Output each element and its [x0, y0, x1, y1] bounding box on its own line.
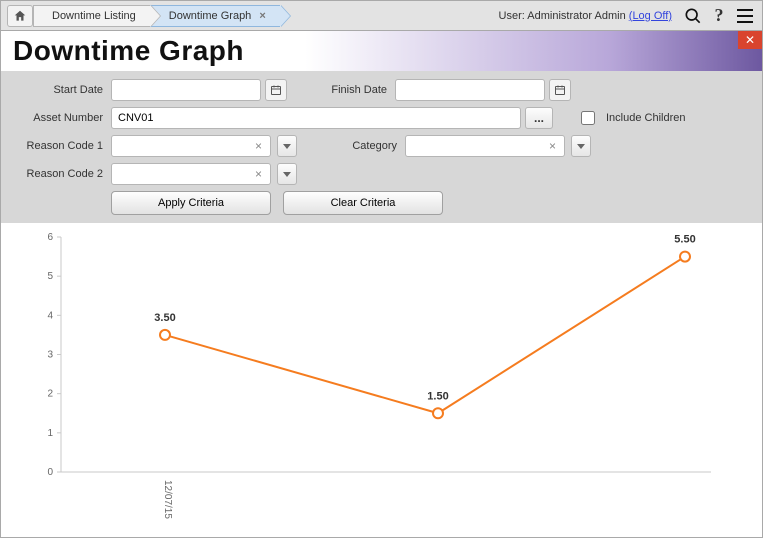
- breadcrumb-label: Downtime Graph: [169, 10, 252, 22]
- include-children-label: Include Children: [606, 112, 686, 124]
- chevron-down-icon: [577, 144, 585, 149]
- calendar-icon: [270, 84, 282, 96]
- reason2-dropdown-button[interactable]: [277, 163, 297, 185]
- svg-text:6: 6: [47, 232, 53, 243]
- reason2-label: Reason Code 2: [13, 168, 103, 180]
- svg-text:1: 1: [47, 428, 53, 439]
- calendar-icon: [554, 84, 566, 96]
- reason2-combo[interactable]: ×: [111, 163, 271, 185]
- asset-number-input[interactable]: [111, 107, 521, 129]
- criteria-panel: Start Date Finish Date Asset Number ... …: [1, 71, 762, 223]
- user-prefix: User:: [499, 10, 528, 22]
- user-block: User: Administrator Admin (Log Off): [499, 10, 672, 22]
- reason1-dropdown-button[interactable]: [277, 135, 297, 157]
- category-dropdown-button[interactable]: [571, 135, 591, 157]
- svg-text:12/07/15: 12/07/15: [162, 480, 173, 519]
- start-date-input[interactable]: [111, 79, 261, 101]
- help-button[interactable]: ?: [708, 5, 730, 27]
- svg-text:5.50: 5.50: [674, 234, 695, 246]
- breadcrumb-downtime-listing[interactable]: Downtime Listing: [33, 5, 150, 27]
- finish-date-picker-button[interactable]: [549, 79, 571, 101]
- reason1-clear-icon[interactable]: ×: [251, 139, 266, 153]
- asset-lookup-button[interactable]: ...: [525, 107, 553, 129]
- svg-text:1.50: 1.50: [427, 390, 448, 402]
- search-icon: [685, 8, 701, 24]
- search-button[interactable]: [682, 5, 704, 27]
- svg-text:3.50: 3.50: [154, 312, 175, 324]
- svg-text:2: 2: [47, 389, 53, 400]
- downtime-line-chart: 0 1 2 3 4 5 6 3.50 1.50 5.50 12/07/15: [11, 227, 741, 522]
- menu-button[interactable]: [734, 5, 756, 27]
- breadcrumb-label: Downtime Listing: [52, 10, 136, 22]
- reason2-clear-icon[interactable]: ×: [251, 167, 266, 181]
- user-name: Administrator Admin: [527, 10, 625, 22]
- svg-text:0: 0: [47, 467, 53, 478]
- logoff-link[interactable]: (Log Off): [629, 10, 672, 22]
- top-toolbar: Downtime Listing Downtime Graph × User: …: [1, 1, 762, 31]
- title-bar: Downtime Graph ✕: [1, 31, 762, 71]
- clear-criteria-button[interactable]: Clear Criteria: [283, 191, 443, 215]
- category-clear-icon[interactable]: ×: [545, 139, 560, 153]
- chart-area: 0 1 2 3 4 5 6 3.50 1.50 5.50 12/07/15: [1, 223, 762, 523]
- svg-text:3: 3: [47, 350, 53, 361]
- include-children-checkbox[interactable]: [581, 111, 595, 125]
- home-button[interactable]: [7, 5, 33, 27]
- hamburger-icon: [737, 9, 753, 23]
- category-label: Category: [327, 140, 397, 152]
- close-panel-button[interactable]: ✕: [738, 31, 762, 49]
- apply-criteria-button[interactable]: Apply Criteria: [111, 191, 271, 215]
- chevron-down-icon: [283, 172, 291, 177]
- breadcrumb-downtime-graph[interactable]: Downtime Graph ×: [150, 5, 280, 27]
- finish-date-input[interactable]: [395, 79, 545, 101]
- start-date-picker-button[interactable]: [265, 79, 287, 101]
- asset-number-label: Asset Number: [13, 112, 103, 124]
- chevron-down-icon: [283, 144, 291, 149]
- page-title: Downtime Graph: [13, 35, 244, 67]
- start-date-label: Start Date: [13, 84, 103, 96]
- finish-date-label: Finish Date: [317, 84, 387, 96]
- svg-text:5: 5: [47, 271, 53, 282]
- home-icon: [13, 9, 27, 23]
- reason1-label: Reason Code 1: [13, 140, 103, 152]
- category-combo[interactable]: ×: [405, 135, 565, 157]
- close-tab-icon[interactable]: ×: [259, 10, 265, 22]
- reason1-combo[interactable]: ×: [111, 135, 271, 157]
- svg-text:4: 4: [47, 310, 53, 321]
